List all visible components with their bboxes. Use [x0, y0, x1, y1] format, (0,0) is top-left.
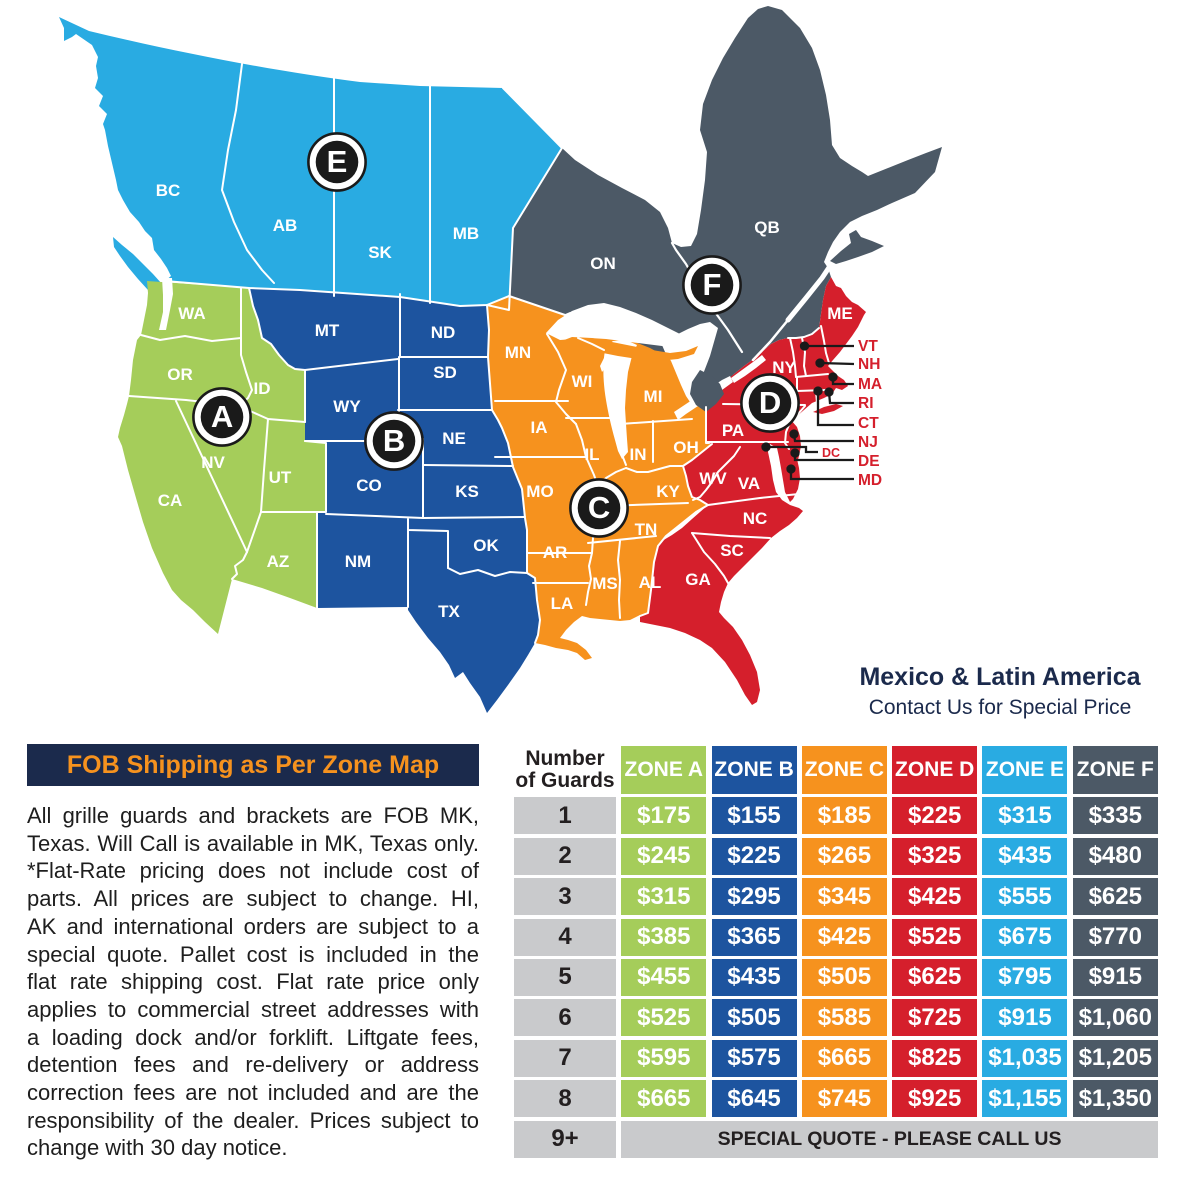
svg-text:VT: VT — [858, 338, 878, 355]
svg-text:CA: CA — [158, 491, 183, 510]
svg-text:QB: QB — [754, 218, 780, 237]
svg-text:ON: ON — [590, 254, 616, 273]
svg-text:MO: MO — [526, 482, 553, 501]
svg-text:NE: NE — [442, 429, 466, 448]
svg-text:NJ: NJ — [858, 434, 878, 451]
svg-text:IN: IN — [630, 445, 647, 464]
svg-text:ME: ME — [827, 304, 853, 323]
svg-text:OK: OK — [473, 536, 499, 555]
svg-text:OR: OR — [167, 365, 193, 384]
svg-text:DC: DC — [822, 446, 840, 460]
svg-text:RI: RI — [858, 395, 874, 412]
svg-text:OH: OH — [673, 438, 699, 457]
svg-text:IL: IL — [584, 445, 599, 464]
svg-text:CT: CT — [858, 415, 879, 432]
svg-text:NH: NH — [858, 356, 880, 373]
svg-text:SC: SC — [720, 541, 744, 560]
svg-text:NM: NM — [345, 552, 371, 571]
svg-text:A: A — [211, 399, 233, 434]
svg-text:MI: MI — [644, 387, 663, 406]
svg-text:SD: SD — [433, 363, 457, 382]
svg-text:MB: MB — [453, 224, 479, 243]
svg-text:D: D — [759, 385, 781, 420]
svg-text:SK: SK — [368, 243, 392, 262]
svg-text:MA: MA — [858, 376, 882, 393]
svg-text:LA: LA — [551, 594, 574, 613]
svg-text:BC: BC — [156, 181, 181, 200]
svg-text:NV: NV — [201, 453, 225, 472]
svg-text:WI: WI — [572, 372, 593, 391]
svg-text:E: E — [327, 144, 348, 179]
svg-text:ND: ND — [431, 323, 456, 342]
svg-text:GA: GA — [685, 570, 711, 589]
svg-text:DE: DE — [858, 453, 880, 470]
svg-text:VA: VA — [738, 474, 760, 493]
svg-text:MD: MD — [858, 472, 882, 489]
svg-text:WV: WV — [699, 469, 727, 488]
svg-text:MT: MT — [315, 321, 340, 340]
svg-text:AZ: AZ — [267, 552, 290, 571]
svg-text:AB: AB — [273, 216, 298, 235]
svg-text:UT: UT — [269, 468, 292, 487]
svg-text:NY: NY — [772, 358, 796, 377]
svg-text:TN: TN — [635, 520, 658, 539]
svg-text:F: F — [703, 267, 722, 302]
svg-text:PA: PA — [722, 421, 744, 440]
svg-text:KS: KS — [455, 482, 479, 501]
svg-text:CO: CO — [356, 476, 382, 495]
svg-text:MS: MS — [592, 574, 618, 593]
svg-text:NC: NC — [743, 509, 768, 528]
svg-text:WY: WY — [333, 397, 361, 416]
svg-text:C: C — [588, 490, 610, 525]
svg-text:KY: KY — [656, 482, 680, 501]
svg-text:AL: AL — [639, 573, 662, 592]
svg-text:TX: TX — [438, 602, 460, 621]
svg-text:MN: MN — [505, 343, 531, 362]
svg-text:IA: IA — [531, 418, 548, 437]
svg-text:ID: ID — [254, 379, 271, 398]
svg-text:WA: WA — [178, 304, 205, 323]
svg-text:AR: AR — [543, 543, 568, 562]
svg-text:B: B — [383, 423, 405, 458]
